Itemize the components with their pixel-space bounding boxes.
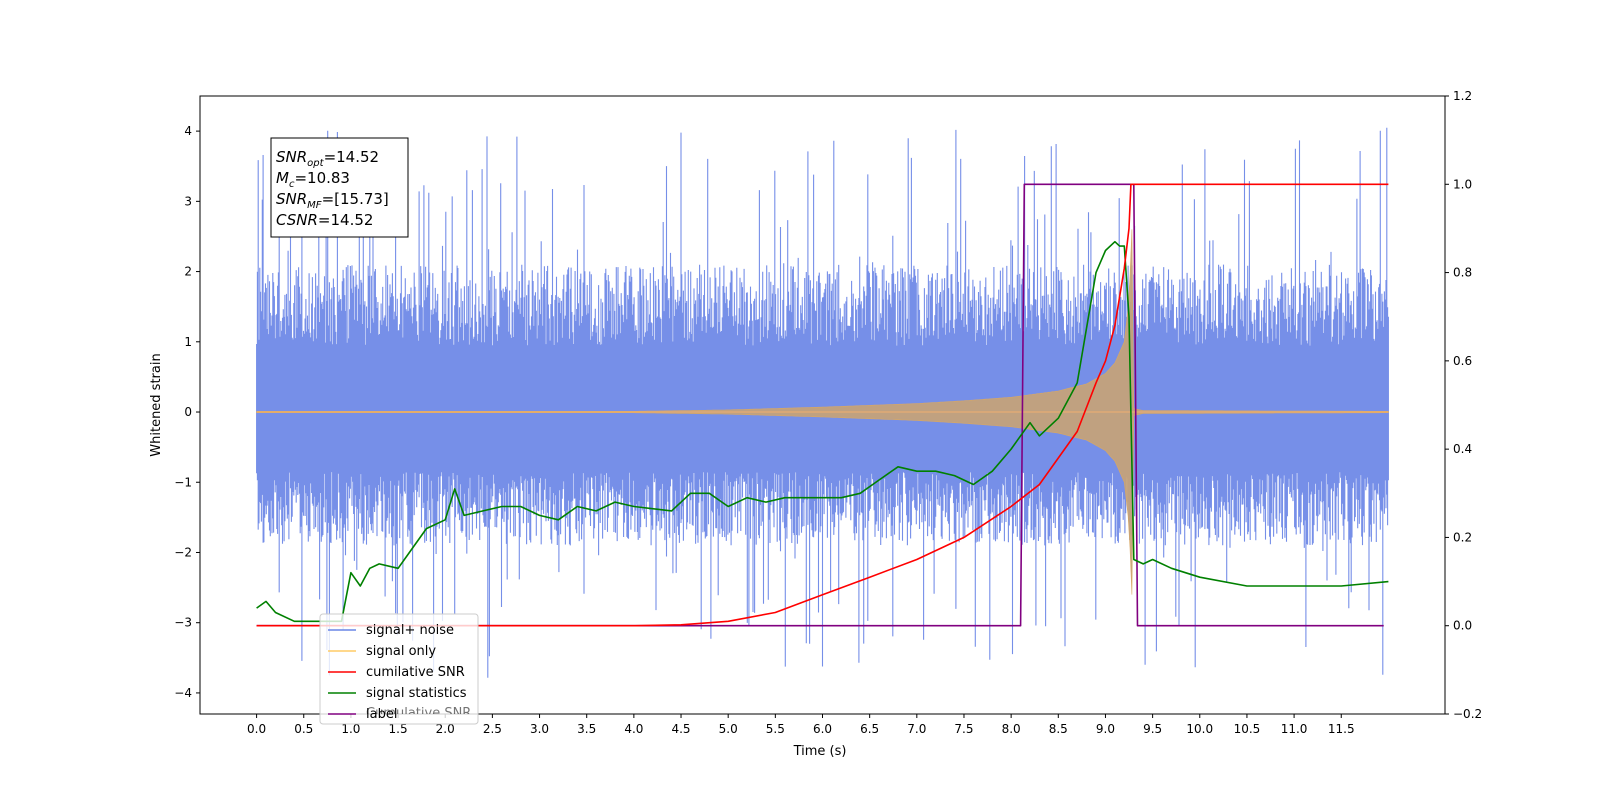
x-tick-label: 11.0 (1281, 722, 1308, 736)
y-tick-label: −3 (174, 616, 192, 630)
series-line-label (256, 183, 1384, 627)
y-axis-left: 4 3 2 1 0 −1 −2 −3 −4 (174, 124, 200, 700)
y2-tick-label: 1.2 (1453, 89, 1472, 103)
y2-tick-label: 1.0 (1453, 177, 1472, 191)
x-tick-label: 4.5 (671, 722, 690, 736)
annotation-subscript: c (289, 179, 295, 190)
y2-tick-label: 0.0 (1453, 619, 1472, 633)
x-tick-label: 8.0 (1002, 722, 1021, 736)
y2-tick-label: 0.6 (1453, 354, 1472, 368)
y-tick-label: 2 (184, 265, 192, 279)
x-axis: 0.0 0.5 1.0 1.5 2.0 2.5 3.0 3.5 4.0 4.5 5.0 5.5 6.0 6… (247, 714, 1355, 736)
y2-tick-label: −0.2 (1453, 707, 1482, 721)
legend-frame (319, 613, 479, 725)
x-tick-label: 5.5 (766, 722, 785, 736)
y2-tick-label: 0.2 (1453, 530, 1472, 544)
x-tick-label: 1.5 (389, 722, 408, 736)
y-tick-label: −1 (174, 475, 192, 489)
x-tick-label: 11.5 (1328, 722, 1355, 736)
x-tick-label: 0.0 (247, 722, 266, 736)
annotation-value: =10.83 (294, 169, 350, 187)
y-axis-right: 1.2 1.0 0.8 0.6 0.4 0.2 0.0 −0.2 (1445, 89, 1482, 721)
annotation-line: SNRMF=[15.73] (276, 190, 389, 211)
y-tick-label: 4 (184, 124, 192, 138)
annotation-frame (270, 137, 409, 238)
annotation-line: SNRopt=14.52 (276, 148, 379, 169)
series-line-signal-statistics (256, 240, 1389, 623)
x-tick-label: 9.5 (1143, 722, 1162, 736)
annotation-subscript: opt (307, 158, 324, 169)
legend-label: cumilative SNR (366, 665, 465, 680)
legend-label: label (366, 707, 397, 722)
annotation-subscript: MF (307, 200, 322, 211)
y-tick-label: −2 (174, 545, 192, 559)
legend: signal+ noise signal only cumilative SNR si… (319, 613, 479, 725)
annotation-value: =14.52 (324, 148, 380, 166)
legend-overlap-text: Cumulative SNR (366, 706, 471, 721)
y-tick-label: 3 (184, 194, 192, 208)
x-tick-label: 6.0 (813, 722, 832, 736)
line-series-group (256, 183, 1389, 627)
x-tick-label: 1.0 (341, 722, 360, 736)
x-tick-label: 2.5 (483, 722, 502, 736)
legend-label: signal+ noise (366, 623, 454, 638)
y-axis-label: Whitened strain (149, 353, 164, 456)
annotation-symbol: SNR (276, 190, 307, 208)
annotation-symbol: M (276, 169, 289, 187)
x-tick-label: 3.5 (577, 722, 596, 736)
x-axis-label: Time (s) (793, 744, 847, 759)
annotation-value: =[15.73] (322, 190, 389, 208)
x-tick-label: 3.0 (530, 722, 549, 736)
x-tick-label: 7.5 (954, 722, 973, 736)
x-tick-label: 10.5 (1234, 722, 1261, 736)
y2-tick-label: 0.4 (1453, 442, 1472, 456)
annotation-line: Mc=10.83 (276, 169, 350, 190)
legend-label: signal statistics (366, 686, 467, 701)
y-tick-label: 0 (184, 405, 192, 419)
annotation-symbol: SNR (276, 148, 307, 166)
y-tick-label: −4 (174, 686, 192, 700)
annotation-symbol: CSNR (276, 211, 318, 229)
annotation-line: CSNR=14.52 (276, 211, 373, 229)
annotation-value: =14.52 (318, 211, 374, 229)
series-line-cumilative-snr (256, 183, 1389, 627)
snr-annotation-box: SNRopt=14.52Mc=10.83SNRMF=[15.73]CSNR=14… (270, 137, 409, 238)
x-tick-label: 10.0 (1186, 722, 1213, 736)
legend-label: signal only (366, 644, 436, 659)
y-tick-label: 1 (184, 335, 192, 349)
y2-tick-label: 0.8 (1453, 266, 1472, 280)
x-tick-label: 9.0 (1096, 722, 1115, 736)
plot-area (256, 127, 1389, 678)
x-tick-label: 6.5 (860, 722, 879, 736)
signal-only-series (256, 229, 1389, 595)
x-tick-label: 4.0 (624, 722, 643, 736)
x-tick-label: 8.5 (1049, 722, 1068, 736)
x-tick-label: 5.0 (719, 722, 738, 736)
x-tick-label: 2.0 (436, 722, 455, 736)
x-tick-label: 7.0 (907, 722, 926, 736)
x-tick-label: 0.5 (294, 722, 313, 736)
